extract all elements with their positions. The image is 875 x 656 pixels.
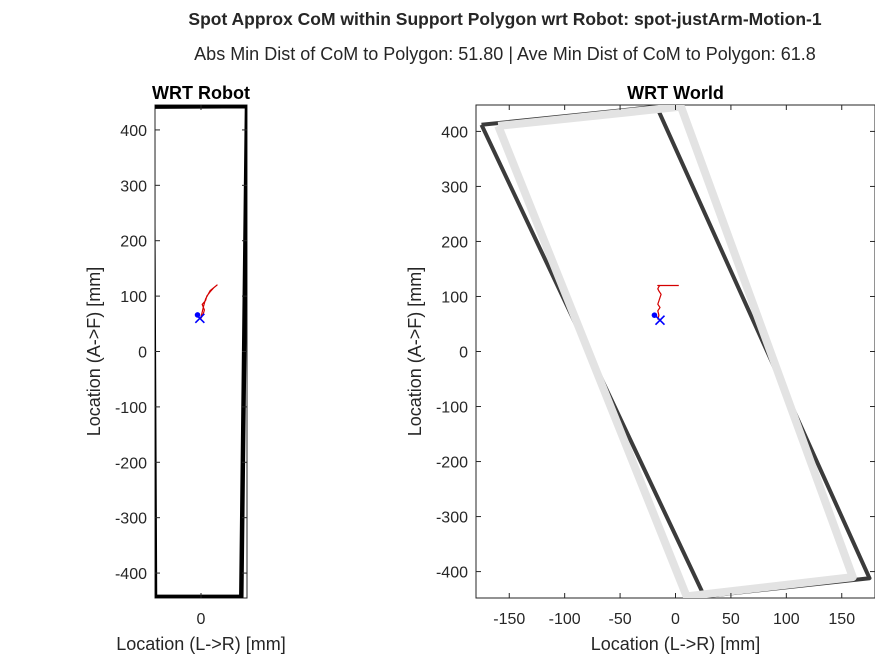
robot-com-trajectory-line [200, 284, 218, 319]
robot-ytick-label: -200 [115, 455, 147, 472]
world-y-axis-label: Location (A->F) [mm] [405, 267, 425, 437]
world-ytick-label: 100 [441, 289, 468, 306]
figure-title: Spot Approx CoM within Support Polygon w… [188, 9, 822, 29]
figure-subtitle: Abs Min Dist of CoM to Polygon: 51.80 | … [194, 44, 816, 64]
robot-ytick-label: -100 [115, 400, 147, 417]
robot-ytick-label: -400 [115, 566, 147, 583]
world-ytick-label: 0 [459, 345, 468, 362]
world-ytick-label: 400 [441, 124, 468, 141]
world-xtick-label: -50 [609, 611, 632, 628]
robot-axes-title: WRT Robot [152, 83, 250, 103]
robot-y-axis-label: Location (A->F) [mm] [84, 267, 104, 437]
world-ytick-label: 300 [441, 179, 468, 196]
world-support-polygon-end-line [494, 105, 857, 598]
world-xtick-label: -100 [549, 611, 581, 628]
robot-ytick-label: 400 [120, 123, 147, 140]
world-x-axis-label: Location (L->R) [mm] [591, 634, 761, 654]
world-xtick-label: 150 [828, 611, 855, 628]
robot-ytick-label: 100 [120, 289, 147, 306]
world-ytick-label: -400 [436, 565, 468, 582]
robot-axes: -400 -300 -200 -100 0 100 200 300 400 0 WRT Robot L… [84, 83, 286, 654]
world-ytick-label: -100 [436, 400, 468, 417]
world-xtick-label: -150 [493, 611, 525, 628]
robot-xtick-label: 0 [197, 611, 206, 628]
world-axes: -400 -300 -200 -100 0 100 200 300 400 -150 -100 -50… [405, 83, 875, 654]
world-axes-title: WRT World [627, 83, 724, 103]
robot-ytick-label: 0 [138, 345, 147, 362]
world-xtick-label: 0 [671, 611, 680, 628]
robot-ytick-label: -300 [115, 511, 147, 528]
robot-ytick-label: 300 [120, 178, 147, 195]
world-xtick-label: 100 [773, 611, 800, 628]
world-axes-box [475, 104, 875, 599]
robot-axes-box [154, 104, 248, 599]
world-ytick-label: -300 [436, 510, 468, 527]
world-ytick-label: 200 [441, 234, 468, 251]
world-com-trajectory-line [657, 284, 679, 320]
robot-com-x-marker [194, 313, 205, 324]
robot-support-polygon-line [155, 105, 247, 598]
robot-x-axis-label: Location (L->R) [mm] [116, 634, 286, 654]
world-ytick-label: -200 [436, 455, 468, 472]
world-plot-area [479, 105, 872, 598]
robot-ytick-label: 200 [120, 234, 147, 251]
world-xtick-label: 50 [722, 611, 740, 628]
world-com-x-marker [654, 315, 666, 326]
robot-plot-area [155, 105, 247, 598]
